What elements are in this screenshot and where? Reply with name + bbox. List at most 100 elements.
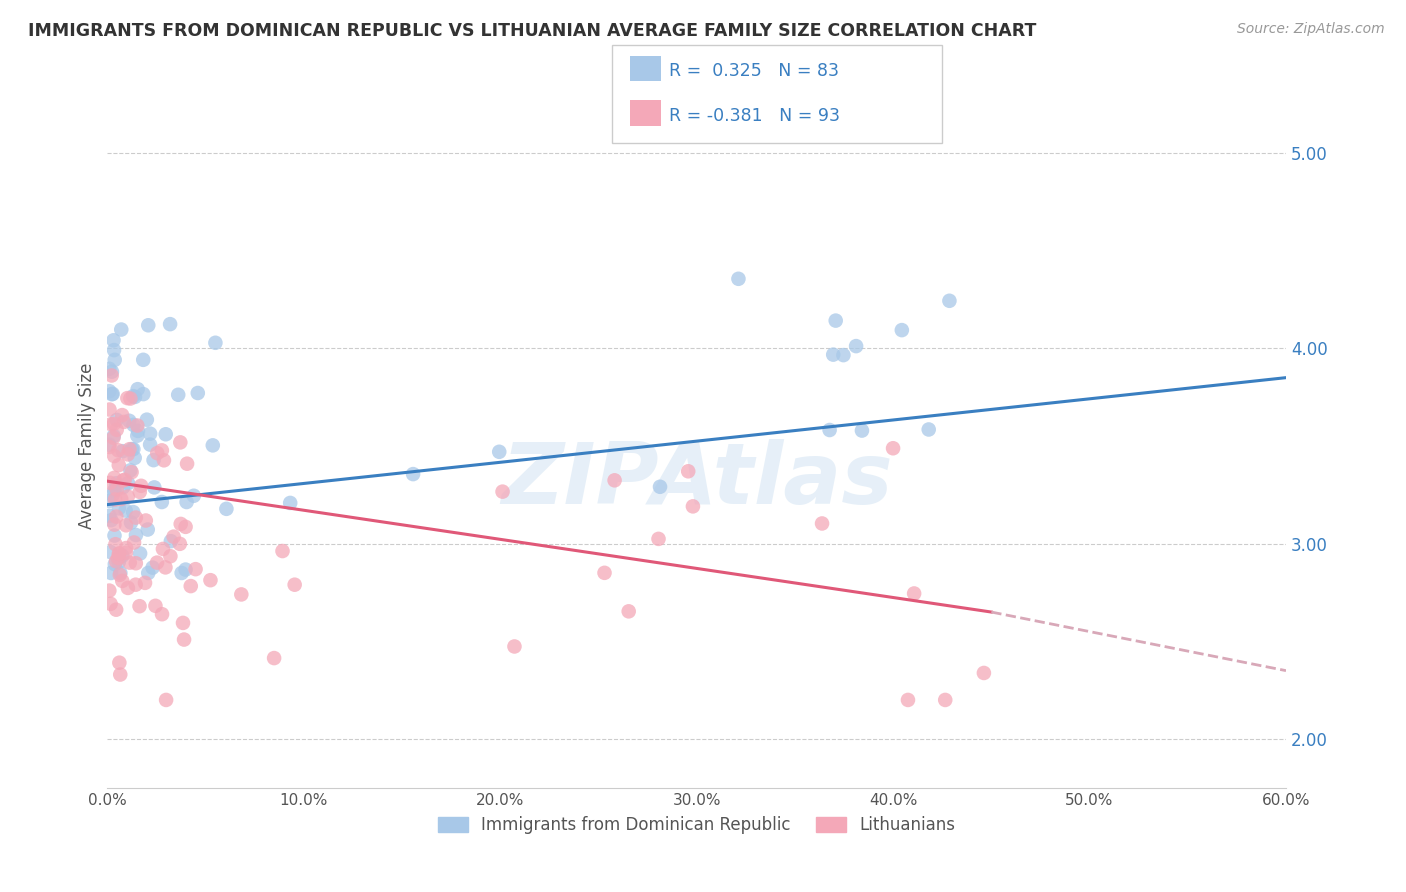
Point	[278, 496, 301, 510]
Point	[101, 387, 124, 401]
Point	[127, 424, 149, 438]
Point	[104, 492, 127, 507]
Point	[127, 428, 149, 442]
Point	[184, 562, 207, 576]
Point	[124, 450, 146, 465]
Legend: Immigrants from Dominican Republic, Lithuanians: Immigrants from Dominican Republic, Lith…	[432, 810, 962, 841]
Point	[170, 516, 193, 531]
Point	[98, 583, 121, 598]
Point	[824, 313, 846, 327]
Point	[114, 473, 136, 487]
Point	[129, 546, 152, 560]
Point	[103, 449, 125, 463]
Text: R = -0.381   N = 93: R = -0.381 N = 93	[669, 107, 841, 125]
Point	[107, 550, 129, 565]
Point	[142, 453, 165, 467]
Point	[402, 467, 425, 481]
Point	[115, 518, 138, 533]
Point	[136, 523, 159, 537]
Point	[98, 508, 121, 523]
Point	[125, 556, 148, 570]
Point	[172, 615, 194, 630]
Point	[183, 489, 205, 503]
Point	[112, 415, 135, 429]
Point	[122, 389, 145, 403]
Point	[176, 495, 198, 509]
Point	[150, 607, 173, 622]
Point	[111, 408, 134, 422]
Point	[263, 651, 285, 665]
Point	[271, 544, 294, 558]
Point	[100, 545, 122, 559]
Point	[818, 423, 841, 437]
Point	[103, 528, 125, 542]
Point	[823, 348, 845, 362]
Text: ZIPAtlas: ZIPAtlas	[501, 439, 893, 522]
Point	[135, 412, 157, 426]
Point	[117, 476, 139, 491]
Point	[111, 444, 134, 458]
Point	[98, 494, 121, 508]
Point	[111, 480, 134, 494]
Point	[851, 424, 873, 438]
Y-axis label: Average Family Size: Average Family Size	[79, 363, 96, 529]
Point	[169, 435, 191, 450]
Point	[108, 567, 131, 582]
Point	[122, 535, 145, 549]
Point	[180, 579, 202, 593]
Point	[215, 501, 238, 516]
Point	[110, 491, 132, 506]
Point	[105, 509, 128, 524]
Point	[811, 516, 834, 531]
Point	[122, 442, 145, 457]
Point	[100, 513, 122, 527]
Point	[103, 343, 125, 357]
Point	[676, 464, 699, 478]
Point	[160, 534, 183, 549]
Point	[169, 537, 191, 551]
Point	[934, 693, 956, 707]
Point	[136, 318, 159, 333]
Point	[176, 457, 198, 471]
Point	[167, 388, 190, 402]
Point	[647, 532, 669, 546]
Point	[103, 417, 125, 431]
Point	[104, 352, 127, 367]
Point	[103, 483, 125, 498]
Point	[593, 566, 616, 580]
Point	[98, 475, 121, 490]
Point	[146, 556, 169, 570]
Point	[117, 391, 139, 405]
Point	[128, 599, 150, 614]
Point	[105, 603, 128, 617]
Point	[121, 465, 143, 479]
Point	[155, 427, 177, 442]
Point	[124, 390, 146, 404]
Point	[973, 665, 995, 680]
Point	[135, 514, 157, 528]
Point	[108, 656, 131, 670]
Point	[117, 490, 139, 504]
Point	[101, 387, 124, 401]
Point	[100, 597, 122, 611]
Point	[105, 476, 128, 491]
Point	[127, 418, 149, 433]
Point	[107, 555, 129, 569]
Point	[108, 501, 131, 516]
Point	[159, 317, 181, 331]
Point	[103, 517, 125, 532]
Point	[111, 549, 134, 563]
Point	[918, 422, 941, 436]
Point	[882, 442, 904, 456]
Point	[150, 495, 173, 509]
Point	[127, 382, 149, 396]
Point	[107, 443, 129, 458]
Point	[115, 546, 138, 560]
Point	[134, 575, 156, 590]
Point	[98, 402, 121, 417]
Point	[200, 573, 222, 587]
Point	[146, 446, 169, 460]
Point	[155, 560, 177, 574]
Point	[142, 560, 165, 574]
Point	[105, 483, 128, 497]
